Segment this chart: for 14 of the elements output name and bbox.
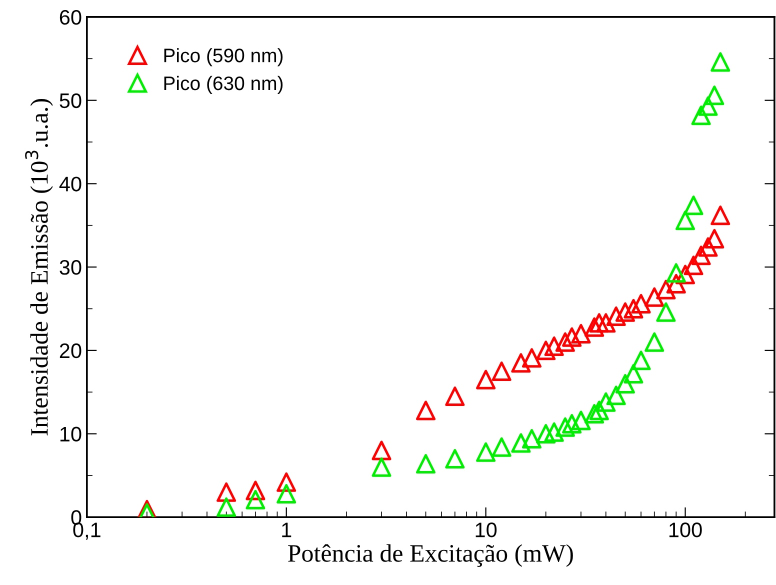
x-tick-label: 100 <box>669 522 702 538</box>
legend-label: Pico (630 nm) <box>164 76 283 94</box>
x-tick-label: 0,1 <box>73 522 100 540</box>
x-axis-title: Potência de Excitação (mW) <box>288 544 573 567</box>
y-axis-title: Intensidade de Emissão (10$^{3}$.u.a.) <box>25 99 53 436</box>
y-tick-label: 50 <box>60 93 82 108</box>
y-tick-label: 60 <box>60 10 82 25</box>
y-tick-label: 30 <box>60 260 82 275</box>
y-tick-label: 20 <box>60 343 82 358</box>
y-tick-label: 40 <box>59 176 82 192</box>
legend-label: Pico (590 nm) <box>164 48 283 66</box>
x-tick-label: 10 <box>476 522 497 538</box>
x-tick-label: 1 <box>282 522 292 538</box>
y-tick-label: 10 <box>60 426 82 442</box>
